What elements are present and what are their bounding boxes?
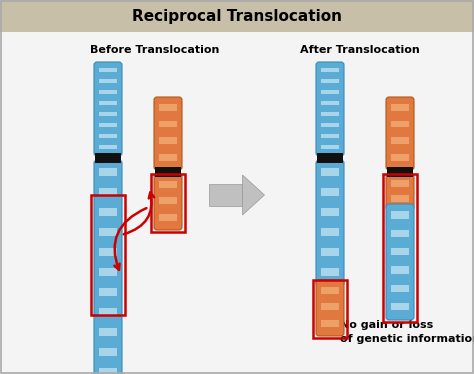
Bar bbox=[155, 167, 181, 177]
Bar bbox=[99, 134, 117, 138]
Bar bbox=[99, 67, 117, 72]
Text: Before Translocation: Before Translocation bbox=[90, 45, 219, 55]
Bar bbox=[391, 285, 409, 292]
Text: No gain or loss
of genetic information: No gain or loss of genetic information bbox=[340, 320, 474, 344]
Bar bbox=[99, 288, 117, 296]
Text: After Translocation: After Translocation bbox=[300, 45, 420, 55]
Bar bbox=[99, 187, 117, 196]
Bar bbox=[391, 303, 409, 310]
FancyBboxPatch shape bbox=[154, 174, 182, 230]
Bar bbox=[321, 123, 339, 127]
Bar bbox=[99, 248, 117, 256]
Bar bbox=[321, 227, 339, 236]
Bar bbox=[159, 181, 177, 188]
Bar bbox=[99, 79, 117, 83]
Bar bbox=[99, 347, 117, 356]
Bar bbox=[159, 137, 177, 144]
Bar bbox=[317, 153, 343, 163]
FancyBboxPatch shape bbox=[316, 62, 344, 156]
Bar bbox=[321, 168, 339, 176]
Bar bbox=[0, 0, 474, 32]
Bar bbox=[391, 211, 409, 219]
Bar bbox=[159, 197, 177, 204]
Bar bbox=[159, 104, 177, 111]
Bar bbox=[99, 328, 117, 336]
Bar bbox=[159, 154, 177, 161]
Bar bbox=[99, 123, 117, 127]
Bar bbox=[321, 144, 339, 149]
Bar bbox=[99, 267, 117, 276]
Bar bbox=[391, 154, 409, 161]
FancyBboxPatch shape bbox=[386, 97, 414, 170]
Bar bbox=[99, 307, 117, 316]
Bar bbox=[391, 104, 409, 111]
Bar bbox=[159, 214, 177, 221]
Bar bbox=[321, 67, 339, 72]
Bar bbox=[159, 120, 177, 128]
FancyBboxPatch shape bbox=[94, 62, 122, 156]
Bar bbox=[95, 153, 121, 163]
FancyBboxPatch shape bbox=[94, 160, 122, 374]
Bar bbox=[99, 89, 117, 94]
Bar bbox=[321, 248, 339, 256]
Text: Reciprocal Translocation: Reciprocal Translocation bbox=[132, 9, 342, 24]
Bar bbox=[99, 368, 117, 374]
Bar bbox=[391, 248, 409, 255]
Bar bbox=[321, 89, 339, 94]
Bar bbox=[391, 230, 409, 237]
Bar bbox=[321, 79, 339, 83]
FancyBboxPatch shape bbox=[386, 174, 414, 210]
FancyBboxPatch shape bbox=[316, 160, 344, 286]
Bar bbox=[321, 208, 339, 216]
Bar bbox=[99, 111, 117, 116]
Bar bbox=[391, 120, 409, 128]
Bar bbox=[391, 266, 409, 274]
Bar bbox=[99, 144, 117, 149]
Bar bbox=[321, 101, 339, 105]
Bar bbox=[321, 267, 339, 276]
FancyBboxPatch shape bbox=[386, 204, 414, 320]
Bar bbox=[151, 174, 185, 232]
Bar bbox=[391, 180, 409, 187]
Bar bbox=[99, 168, 117, 176]
Bar bbox=[99, 227, 117, 236]
Bar bbox=[321, 187, 339, 196]
Bar bbox=[321, 111, 339, 116]
Bar bbox=[321, 320, 339, 327]
FancyBboxPatch shape bbox=[154, 97, 182, 170]
Bar bbox=[321, 303, 339, 310]
Bar bbox=[383, 174, 417, 322]
Polygon shape bbox=[243, 175, 264, 215]
Bar bbox=[91, 195, 125, 315]
FancyBboxPatch shape bbox=[316, 280, 344, 336]
Bar bbox=[321, 287, 339, 294]
Bar bbox=[391, 137, 409, 144]
Bar bbox=[313, 280, 347, 338]
Bar bbox=[99, 208, 117, 216]
Bar bbox=[210, 184, 243, 206]
Bar bbox=[321, 134, 339, 138]
Bar bbox=[391, 195, 409, 202]
Bar bbox=[99, 101, 117, 105]
Bar bbox=[387, 167, 413, 177]
